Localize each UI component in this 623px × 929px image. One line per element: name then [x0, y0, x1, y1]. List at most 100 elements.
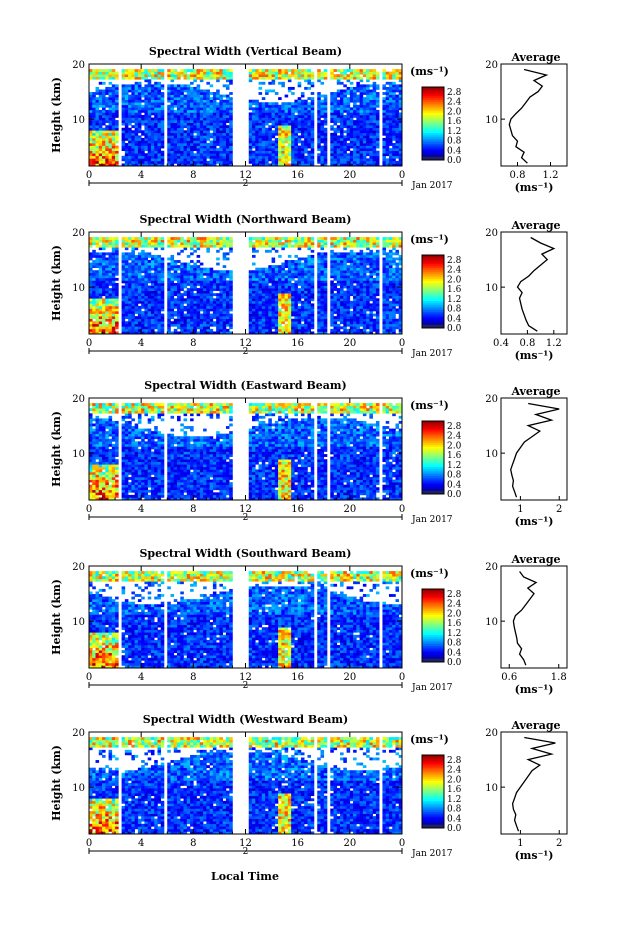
heatmap-cell: [353, 158, 357, 162]
heatmap-cell: [177, 260, 181, 263]
heatmap-cell: [199, 242, 204, 246]
heatmap-cell: [330, 125, 334, 129]
heatmap-cell: [294, 122, 298, 126]
heatmap-cell: [98, 280, 103, 284]
heatmap-cell: [203, 140, 207, 144]
heatmap-cell: [102, 290, 106, 294]
heatmap-cell: [388, 102, 393, 106]
heatmap-cell: [177, 311, 181, 314]
heatmap-cell: [317, 120, 321, 123]
heatmap-cell: [281, 140, 285, 144]
heatmap-cell: [346, 125, 351, 129]
heatmap-cell: [124, 254, 129, 258]
heatmap-cell: [144, 79, 148, 83]
heatmap-cell: [372, 127, 377, 131]
heatmap-cell: [323, 153, 328, 157]
heatmap-cell: [248, 132, 253, 136]
heatmap-cell: [203, 295, 207, 299]
heatmap-cell: [274, 74, 279, 78]
heatmap-cell: [186, 237, 191, 240]
heatmap-cell: [395, 69, 400, 72]
heatmap-cell: [95, 143, 100, 146]
heatmap-cell: [186, 74, 191, 78]
heatmap-cell: [392, 137, 396, 141]
heatmap-cell: [297, 153, 302, 157]
heatmap-cell: [170, 311, 175, 314]
heatmap-cell: [278, 298, 282, 302]
heatmap-cell: [284, 262, 289, 266]
heatmap-cell: [297, 257, 302, 261]
heatmap-cell: [95, 308, 100, 312]
heatmap-cell: [356, 150, 360, 154]
heatmap-cell: [177, 94, 181, 98]
heatmap-cell: [150, 69, 155, 72]
heatmap-cell: [92, 127, 96, 131]
heatmap-cell: [268, 163, 272, 167]
heatmap-cell: [115, 74, 119, 78]
heatmap-cell: [216, 140, 220, 144]
heatmap-cell: [281, 150, 285, 154]
heatmap-cell: [190, 140, 194, 144]
heatmap-cell: [92, 300, 96, 304]
heatmap-cell: [128, 272, 132, 276]
heatmap-cell: [190, 323, 194, 327]
heatmap-cell: [229, 247, 233, 251]
heatmap-cell: [150, 244, 155, 248]
heatmap-cell: [115, 285, 119, 289]
heatmap-cell: [173, 260, 178, 263]
heatmap-cell: [274, 293, 279, 297]
heatmap-cell: [392, 94, 396, 98]
heatmap-cell: [287, 254, 292, 258]
heatmap-cell: [144, 132, 148, 136]
heatmap-cell: [147, 69, 152, 72]
heatmap-cell: [297, 145, 302, 149]
heatmap-cell: [105, 135, 109, 139]
heatmap-cell: [310, 71, 315, 75]
heatmap-cell: [199, 267, 204, 271]
heatmap-cell: [333, 109, 338, 113]
heatmap-cell: [134, 143, 139, 146]
heatmap-cell: [131, 252, 135, 256]
heatmap-cell: [89, 321, 93, 325]
heatmap-cell: [134, 112, 139, 116]
heatmap-cell: [300, 112, 305, 116]
heatmap-cell: [147, 262, 152, 266]
heatmap-cell: [108, 308, 113, 312]
heatmap-cell: [300, 130, 305, 134]
heatmap-cell: [154, 160, 158, 164]
heatmap-cell: [102, 285, 106, 289]
heatmap-cell: [193, 130, 197, 134]
heatmap-cell: [300, 323, 305, 327]
heatmap-cell: [225, 107, 230, 111]
heatmap-cell: [98, 143, 103, 146]
heatmap-cell: [147, 305, 152, 309]
heatmap-cell: [395, 163, 400, 167]
heatmap-cell: [137, 76, 142, 80]
heatmap-cell: [219, 99, 223, 103]
heatmap-cell: [98, 283, 103, 286]
heatmap-cell: [111, 89, 116, 93]
heatmap-cell: [261, 145, 266, 149]
heatmap-cell: [255, 71, 259, 75]
heatmap-cell: [307, 265, 312, 268]
heatmap-cell: [294, 69, 298, 72]
heatmap-cell: [278, 323, 282, 327]
heatmap-cell: [173, 323, 178, 327]
heatmap-cell: [124, 71, 129, 75]
heatmap-cell: [196, 160, 201, 164]
heatmap-cell: [111, 69, 116, 72]
heatmap-cell: [199, 99, 204, 103]
heatmap-cell: [206, 81, 210, 85]
heatmap-cell: [157, 155, 162, 159]
heatmap-cell: [225, 125, 230, 129]
heatmap-cell: [147, 150, 152, 154]
heatmap-cell: [124, 242, 129, 246]
heatmap-cell: [278, 300, 282, 304]
heatmap-cell: [147, 239, 152, 243]
heatmap-cell: [274, 140, 279, 144]
heatmap-cell: [304, 280, 308, 284]
heatmap-cell: [287, 290, 292, 294]
heatmap-cell: [278, 109, 282, 113]
heatmap-cell: [177, 316, 181, 319]
heatmap-cell: [375, 76, 380, 80]
